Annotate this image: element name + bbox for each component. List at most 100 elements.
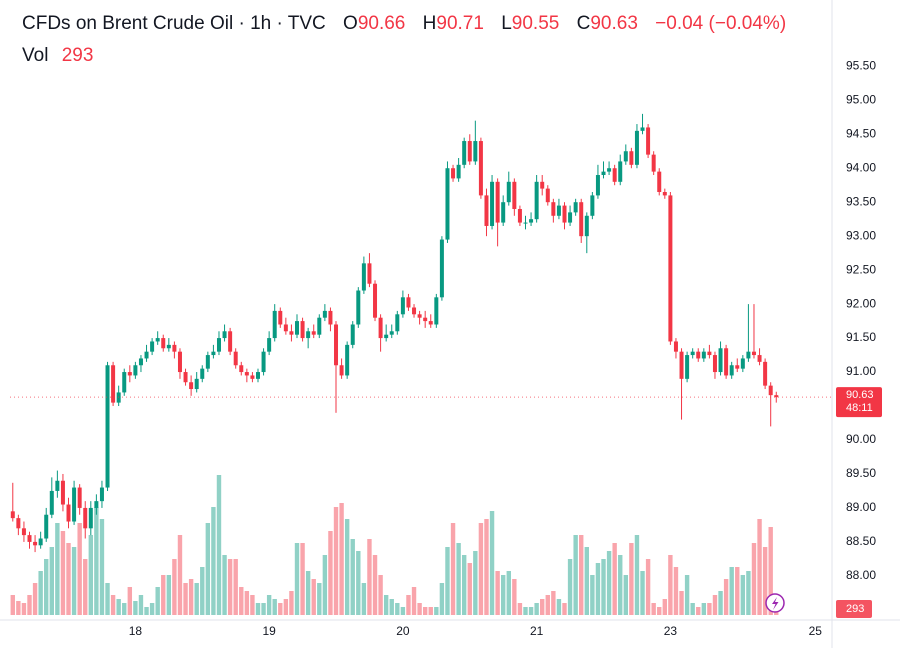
volume-bar bbox=[305, 571, 311, 615]
candle-body bbox=[161, 338, 166, 349]
volume-bar bbox=[350, 539, 355, 615]
volume-bar bbox=[116, 599, 121, 615]
candle-body bbox=[467, 141, 472, 162]
volume-bar bbox=[751, 543, 757, 615]
volume-bar bbox=[461, 555, 467, 615]
volume-bar bbox=[367, 539, 372, 615]
volume-bar bbox=[573, 535, 578, 615]
x-tick-label: 25 bbox=[809, 624, 823, 638]
volume-bar bbox=[746, 571, 751, 615]
volume-bar bbox=[32, 583, 38, 615]
candle-body bbox=[584, 215, 589, 237]
close-key: C bbox=[576, 13, 591, 34]
volume-bar bbox=[579, 535, 584, 615]
volume-bar bbox=[640, 571, 645, 615]
candle-body bbox=[423, 317, 428, 322]
candle-body bbox=[774, 395, 779, 398]
volume-bar bbox=[49, 547, 54, 615]
y-tick-label: 89.50 bbox=[846, 466, 876, 480]
candle-body bbox=[428, 321, 433, 325]
candle-body bbox=[512, 181, 517, 209]
candle-body bbox=[439, 239, 444, 298]
volume-bar bbox=[718, 591, 723, 615]
candle-body bbox=[289, 331, 294, 335]
candle-body bbox=[646, 127, 651, 155]
volume-bar bbox=[567, 559, 573, 615]
candle-body bbox=[590, 195, 595, 216]
candle-body bbox=[216, 338, 221, 352]
volume-bar bbox=[272, 599, 277, 615]
candle-body bbox=[255, 372, 260, 379]
candle-body bbox=[60, 480, 65, 505]
x-tick-label: 18 bbox=[129, 624, 143, 638]
candle-body bbox=[99, 487, 104, 502]
volume-bar bbox=[300, 543, 305, 615]
volume-key: Vol bbox=[22, 45, 49, 66]
candle-body bbox=[77, 487, 82, 508]
volume-bar bbox=[278, 603, 283, 615]
volume-bar bbox=[556, 599, 562, 615]
y-tick-label: 90.00 bbox=[846, 432, 876, 446]
candle-body bbox=[166, 344, 171, 349]
candle-body bbox=[250, 375, 255, 379]
volume-bar bbox=[71, 547, 77, 615]
y-tick-label: 93.00 bbox=[846, 228, 876, 242]
volume-bar bbox=[528, 607, 534, 615]
volume-bar bbox=[590, 575, 595, 615]
candle-body bbox=[261, 351, 266, 373]
volume-bar bbox=[10, 595, 15, 615]
volume-row: Vol 293 bbox=[22, 40, 786, 72]
candle-body bbox=[33, 541, 38, 546]
candle-body bbox=[540, 181, 545, 189]
volume-bar bbox=[16, 601, 21, 615]
candle-body bbox=[751, 351, 756, 356]
volume-bar bbox=[696, 607, 701, 615]
candle-body bbox=[417, 314, 422, 318]
volume-bar bbox=[161, 575, 166, 615]
low-value: 90.55 bbox=[511, 13, 560, 34]
volume-bar bbox=[333, 507, 339, 615]
candle-body bbox=[690, 351, 695, 356]
candle-body bbox=[517, 208, 522, 223]
candle-body bbox=[367, 263, 372, 284]
candle-body bbox=[233, 351, 238, 366]
volume-bar bbox=[211, 507, 216, 615]
candle-body bbox=[267, 338, 272, 352]
volume-bar bbox=[188, 579, 194, 615]
x-tick-label: 21 bbox=[530, 624, 544, 638]
volume-bar bbox=[110, 595, 116, 615]
volume-bar bbox=[668, 555, 673, 615]
realtime-bolt bbox=[772, 597, 779, 610]
volume-bar bbox=[155, 587, 160, 615]
last-price-label: 90.63 bbox=[846, 389, 874, 401]
volume-bar bbox=[501, 575, 506, 615]
volume-bar bbox=[166, 575, 172, 615]
candle-body bbox=[696, 351, 701, 359]
candle-body bbox=[551, 202, 556, 216]
volume-bar bbox=[200, 567, 205, 615]
volume-bar bbox=[450, 523, 456, 615]
x-tick-label: 23 bbox=[664, 624, 678, 638]
candle-body bbox=[707, 351, 712, 356]
volume-bar bbox=[55, 523, 60, 615]
volume-bar bbox=[606, 551, 612, 615]
candle-body bbox=[384, 334, 389, 339]
candle-body bbox=[155, 338, 160, 342]
volume-bar bbox=[372, 555, 378, 615]
y-tick-label: 93.50 bbox=[846, 194, 876, 208]
volume-bar bbox=[239, 587, 244, 615]
candle-body bbox=[228, 331, 233, 352]
volume-bar bbox=[38, 571, 43, 615]
volume-bar bbox=[127, 587, 133, 615]
candle-body bbox=[49, 490, 54, 515]
volume-bar bbox=[657, 607, 662, 615]
candle-body bbox=[651, 154, 656, 172]
volume-bar bbox=[138, 595, 144, 615]
volume-value: 293 bbox=[61, 45, 94, 66]
y-tick-label: 88.00 bbox=[846, 568, 876, 582]
high-key: H bbox=[422, 13, 437, 34]
volume-bar bbox=[495, 571, 500, 615]
volume-bar bbox=[601, 559, 606, 615]
candle-body bbox=[501, 202, 506, 223]
candle-body bbox=[629, 151, 634, 165]
